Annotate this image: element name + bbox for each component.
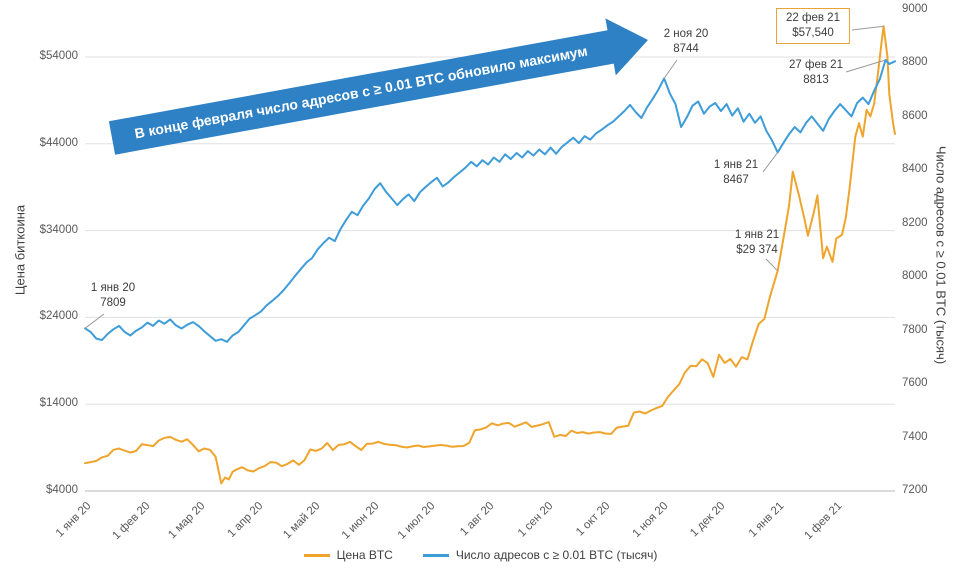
annotation-line: 2 ноя 20 xyxy=(663,28,709,40)
y-axis-right-tick-label: 7800 xyxy=(902,323,928,336)
annotation-addr-2021-01-01: 1 янв 21 8467 xyxy=(714,158,758,188)
annotation-price-2021-01-01: 1 янв 21 $29 374 xyxy=(735,228,779,258)
y-axis-left-tick-label: $54000 xyxy=(39,50,78,62)
annotation-line: 1 янв 21 xyxy=(713,159,759,171)
annotation-leader xyxy=(765,258,779,272)
annotation-leader xyxy=(851,25,884,31)
annotation-line: 8813 xyxy=(803,74,829,86)
series-btc-price-line xyxy=(84,25,896,485)
y-axis-right-tick-label: 8000 xyxy=(902,270,928,283)
right-axis-title: Число адресов с ≥ 0.01 BTC (тысяч) xyxy=(933,145,949,365)
annotation-addr-2021-02-27: 27 фев 21 8813 xyxy=(789,58,843,88)
y-axis-left-tick-label: $14000 xyxy=(39,397,78,410)
annotation-line: 8467 xyxy=(723,174,749,186)
annotation-leader xyxy=(762,152,779,173)
y-axis-right-tick-label: 7200 xyxy=(902,484,928,496)
y-axis-right-tick-label: 9000 xyxy=(902,3,928,15)
y-axis-right-tick-label: 8400 xyxy=(902,163,928,176)
series-addresses-line xyxy=(84,59,896,343)
annotation-line: $57,540 xyxy=(792,27,834,39)
y-axis-right-tick-label: 8200 xyxy=(902,216,928,229)
legend-label-addresses: Число адресов с ≥ 0.01 BTC (тысяч) xyxy=(455,548,658,562)
y-axis-right-tick-label: 8800 xyxy=(902,56,928,69)
left-axis-title: Цена биткоина xyxy=(12,204,28,296)
annotation-leader xyxy=(663,59,678,79)
y-axis-left-tick-label: $44000 xyxy=(39,136,78,149)
annotation-line: 27 фев 21 xyxy=(789,59,843,71)
y-axis-left-tick-label: $34000 xyxy=(39,223,78,236)
annotation-line: 22 фев 21 xyxy=(786,12,840,24)
legend-item-addresses: Число адресов с ≥ 0.01 BTC (тысяч) xyxy=(422,548,658,562)
annotation-line: 1 янв 21 xyxy=(734,229,780,241)
annotation-addr-2020-01-01: 1 янв 20 7809 xyxy=(91,281,135,311)
annotation-price-2021-02-22: 22 фев 21 $57,540 xyxy=(776,8,850,44)
annotation-addr-2020-11-02: 2 ноя 20 8744 xyxy=(664,27,709,57)
y-axis-right-tick-label: 7400 xyxy=(902,430,928,443)
annotation-line: $29 374 xyxy=(736,244,778,256)
annotation-leader xyxy=(845,59,886,73)
y-axis-right-tick-label: 7600 xyxy=(902,377,928,390)
legend-swatch-price xyxy=(303,553,330,557)
annotation-line: 8744 xyxy=(673,43,699,55)
annotation-line: 7809 xyxy=(100,297,126,309)
legend: Цена BTC Число адресов с ≥ 0.01 BTC (тыс… xyxy=(0,548,961,562)
legend-swatch-addresses xyxy=(422,553,449,557)
legend-label-price: Цена BTC xyxy=(336,548,393,562)
legend-item-price: Цена BTC xyxy=(303,548,393,562)
y-axis-left-tick-label: $4000 xyxy=(46,484,78,496)
y-axis-right-tick-label: 8600 xyxy=(902,109,928,122)
annotation-leader xyxy=(84,313,105,329)
callout-arrow xyxy=(108,18,648,155)
annotation-line: 1 янв 20 xyxy=(90,282,136,294)
y-axis-left-tick-label: $24000 xyxy=(39,310,78,323)
